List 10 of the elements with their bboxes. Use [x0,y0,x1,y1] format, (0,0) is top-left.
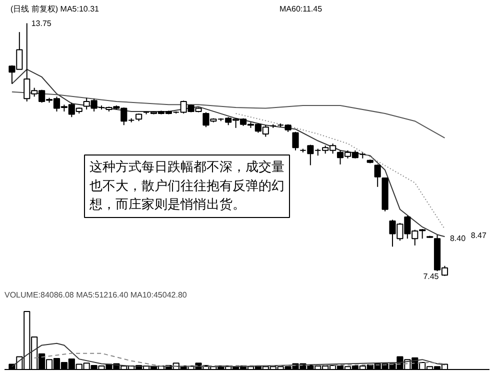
text: MA60:11.45 [280,4,323,14]
candlestick [374,164,381,188]
text: 8.40 [450,234,466,243]
annotation: 7.45 [423,272,440,281]
candlestick [292,131,299,151]
chart-title: (日线 前复权) MA5:10.31 [10,4,100,14]
annotation: 这种方式每日跌幅都不深，成交量也不大，散户们往往抱有反弹的幻想，而庄家则是悄悄出货。 [88,159,284,212]
text: 8.47 [470,231,487,240]
annotation: 13.75 [31,19,52,28]
chart-title: VOLUME:84086.08 MA5:51216.40 MA10:45042.80 [4,290,188,300]
